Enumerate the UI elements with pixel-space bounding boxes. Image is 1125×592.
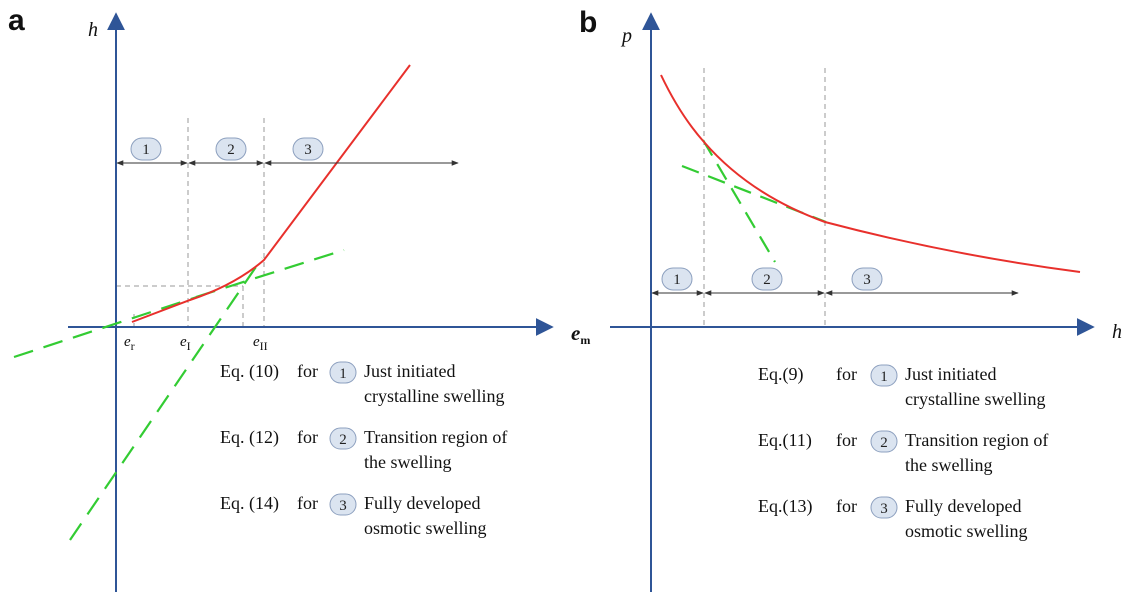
svg-text:for: for [297, 493, 318, 513]
panel-a-letter: a [8, 4, 25, 37]
svg-text:2: 2 [227, 142, 235, 158]
panel-b-legend-1: Eq.(9) for 1 Just initiated crystalline … [758, 364, 1045, 409]
panel-a-legend-3: Eq. (14) for 3 Fully developed osmotic s… [220, 493, 487, 538]
panel-b-curve [660, 74, 1081, 273]
svg-text:3: 3 [863, 272, 871, 288]
panel-a-y-label: h [88, 19, 98, 41]
panel-b-legend-2: Eq.(11) for 2 Transition region of the s… [758, 430, 1048, 475]
svg-text:Fully developed: Fully developed [364, 493, 480, 513]
svg-text:Transition region of: Transition region of [364, 427, 507, 447]
panel-b-region-3-marker: 3 [851, 267, 883, 291]
panel-b-region-1-marker: 1 [661, 267, 693, 291]
svg-text:for: for [836, 430, 857, 450]
svg-text:2: 2 [880, 435, 888, 451]
svg-text:3: 3 [339, 498, 347, 514]
panel-a-legend-1: Eq. (10) for 1 Just initiated crystallin… [220, 361, 504, 406]
svg-text:crystalline swelling: crystalline swelling [364, 386, 504, 406]
svg-text:Eq. (12): Eq. (12) [220, 427, 279, 448]
panel-b-letter: b [579, 6, 597, 39]
svg-text:Eq. (14): Eq. (14) [220, 493, 279, 514]
panel-b-x-label: h [1112, 321, 1122, 343]
svg-text:2: 2 [339, 432, 347, 448]
svg-text:for: for [836, 496, 857, 516]
panel-b: b p h 1 2 [579, 6, 1122, 592]
svg-text:Transition region of: Transition region of [905, 430, 1048, 450]
svg-text:crystalline swelling: crystalline swelling [905, 389, 1045, 409]
panel-a-x-label: em [571, 321, 590, 347]
svg-text:Fully developed: Fully developed [905, 496, 1021, 516]
svg-text:3: 3 [304, 142, 312, 158]
svg-text:2: 2 [763, 272, 771, 288]
svg-text:Eq.(13): Eq.(13) [758, 496, 812, 517]
svg-text:3: 3 [880, 501, 888, 517]
panel-a-tick-eI: eI [180, 334, 191, 353]
svg-text:Eq.(11): Eq.(11) [758, 430, 812, 451]
svg-text:the swelling: the swelling [364, 452, 452, 472]
svg-text:Just initiated: Just initiated [905, 364, 997, 384]
svg-text:osmotic swelling: osmotic swelling [905, 521, 1028, 541]
panel-a-tangents [13, 248, 345, 541]
panel-a-region-3-marker: 3 [292, 137, 324, 161]
svg-text:the swelling: the swelling [905, 455, 993, 475]
svg-text:for: for [297, 361, 318, 381]
svg-text:1: 1 [339, 366, 347, 382]
panel-b-y-label: p [620, 25, 632, 47]
svg-text:Just initiated: Just initiated [364, 361, 456, 381]
svg-text:for: for [297, 427, 318, 447]
svg-text:for: for [836, 364, 857, 384]
svg-text:Eq. (10): Eq. (10) [220, 361, 279, 382]
svg-text:1: 1 [142, 142, 150, 158]
panel-a-tick-er: er [124, 334, 135, 353]
panel-a: a h 1 [8, 4, 554, 592]
svg-text:1: 1 [673, 272, 681, 288]
svg-text:1: 1 [880, 369, 888, 385]
panel-a-guides [116, 118, 265, 328]
svg-text:osmotic swelling: osmotic swelling [364, 518, 487, 538]
panel-a-tick-eII: eII [253, 334, 268, 353]
panel-a-region-2-marker: 2 [215, 137, 247, 161]
panel-a-legend-2: Eq. (12) for 2 Transition region of the … [220, 427, 507, 472]
panel-b-guides [703, 68, 826, 328]
panel-a-curve [131, 64, 411, 323]
panel-b-region-2-marker: 2 [751, 267, 783, 291]
panel-b-legend-3: Eq.(13) for 3 Fully developed osmotic sw… [758, 496, 1028, 541]
panel-a-region-1-marker: 1 [130, 137, 162, 161]
svg-text:Eq.(9): Eq.(9) [758, 364, 803, 385]
